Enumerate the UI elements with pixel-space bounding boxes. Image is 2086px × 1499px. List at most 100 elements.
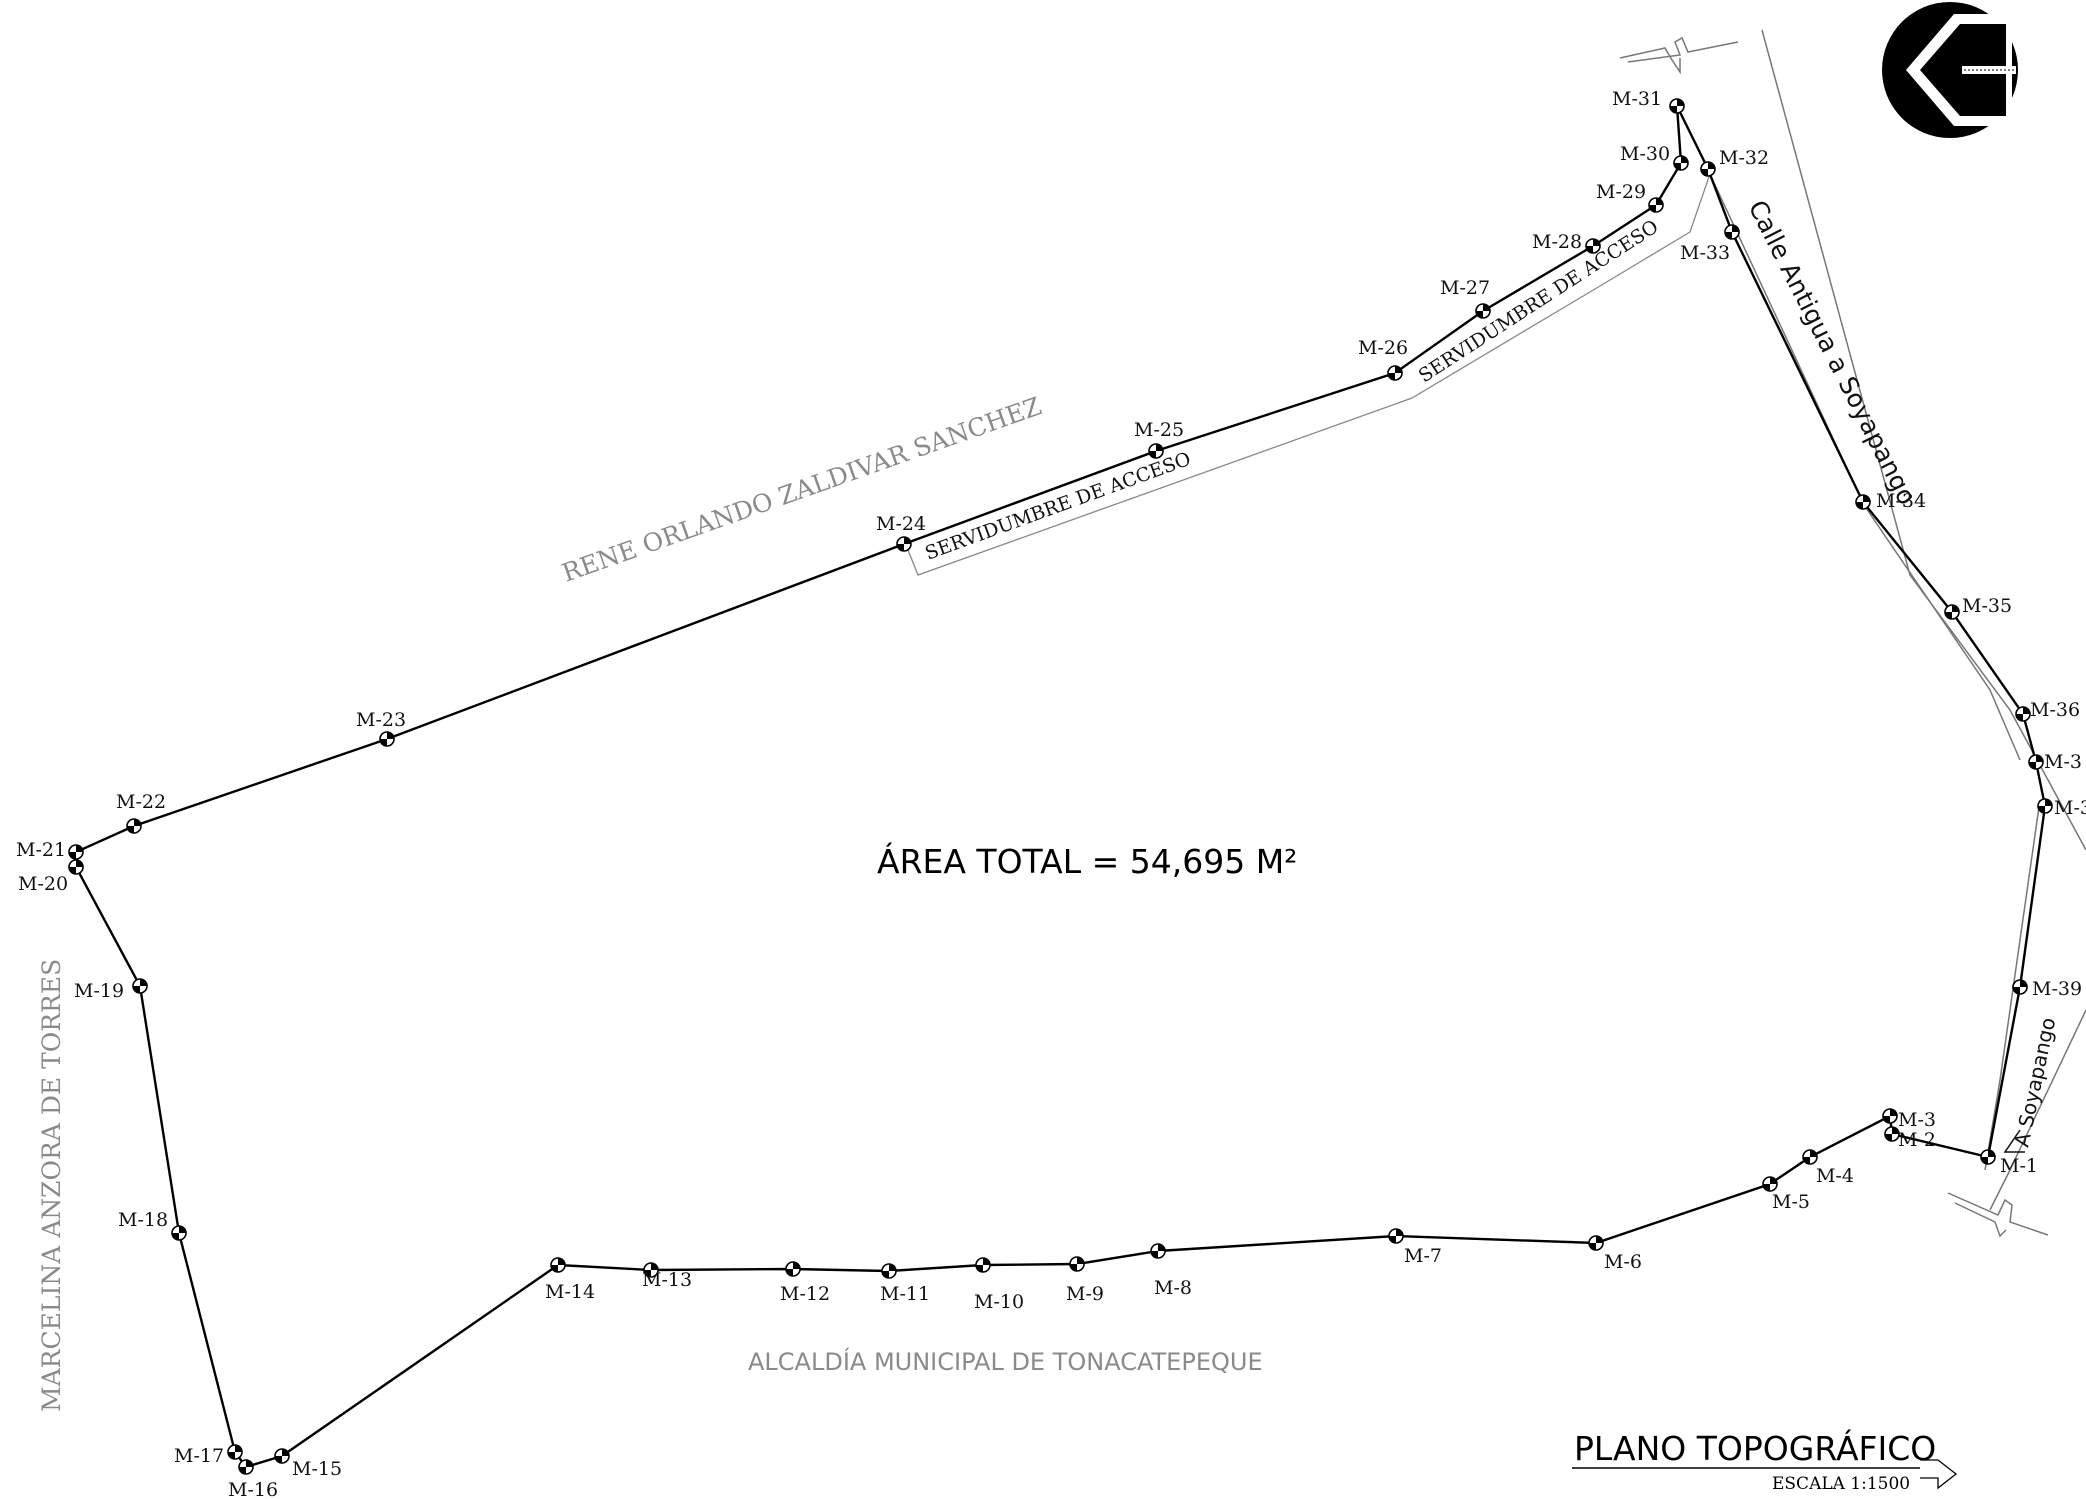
survey-marker-m-15: M-15 bbox=[274, 1448, 342, 1480]
survey-marker-m-9: M-9 bbox=[1066, 1256, 1104, 1305]
survey-marker-label: M-4 bbox=[1816, 1165, 1854, 1187]
survey-marker-m-1: M-1 bbox=[1980, 1149, 2038, 1177]
survey-marker-quadrant bbox=[976, 1265, 983, 1272]
survey-marker-label: M-35 bbox=[1962, 595, 2012, 617]
survey-marker-label: M-8 bbox=[1154, 1277, 1192, 1299]
survey-marker-quadrant bbox=[380, 739, 387, 746]
survey-marker-m-16: M-16 bbox=[228, 1459, 278, 1499]
survey-marker-quadrant bbox=[983, 1258, 990, 1265]
survey-marker-quadrant bbox=[282, 1449, 289, 1456]
survey-marker-quadrant bbox=[889, 1264, 896, 1271]
survey-marker-label: M-22 bbox=[116, 791, 166, 813]
road-edges bbox=[1619, 29, 2086, 1238]
survey-marker-m-38: M-3 bbox=[2037, 797, 2086, 819]
survey-marker-m-22: M-22 bbox=[116, 791, 166, 834]
survey-marker-label: M-6 bbox=[1604, 1251, 1642, 1273]
survey-marker-quadrant bbox=[1810, 1150, 1817, 1157]
survey-marker-label: M-3 bbox=[2054, 797, 2086, 819]
survey-marker-label: M-29 bbox=[1596, 181, 1646, 203]
survey-marker-m-29: M-29 bbox=[1596, 181, 1664, 213]
survey-marker-quadrant bbox=[793, 1262, 800, 1269]
survey-marker-m-4: M-4 bbox=[1802, 1149, 1854, 1187]
survey-marker-quadrant bbox=[1856, 502, 1863, 509]
survey-marker-quadrant bbox=[558, 1258, 565, 1265]
survey-markers: M-1M-2M-3M-4M-5M-6M-7M-8M-9M-10M-11M-12M… bbox=[16, 88, 2086, 1499]
survey-marker-quadrant bbox=[1945, 612, 1952, 619]
survey-marker-m-30: M-30 bbox=[1620, 143, 1689, 171]
survey-marker-quadrant bbox=[1156, 444, 1163, 451]
survey-marker-m-13: M-13 bbox=[642, 1262, 692, 1291]
survey-marker-m-6: M-6 bbox=[1588, 1235, 1642, 1273]
neighbor-west: MARCELINA ANZORA DE TORRES bbox=[37, 959, 66, 1412]
survey-marker-label: M-32 bbox=[1719, 147, 1769, 169]
survey-marker-quadrant bbox=[1077, 1257, 1084, 1264]
survey-marker-quadrant bbox=[1158, 1244, 1165, 1251]
survey-marker-label: M-34 bbox=[1876, 490, 1926, 512]
survey-marker-quadrant bbox=[1388, 373, 1395, 380]
survey-marker-label: M-25 bbox=[1134, 419, 1184, 441]
survey-marker-quadrant bbox=[2045, 799, 2052, 806]
survey-marker-quadrant bbox=[644, 1270, 651, 1277]
survey-marker-quadrant bbox=[235, 1445, 242, 1452]
survey-marker-quadrant bbox=[1732, 225, 1739, 232]
survey-marker-quadrant bbox=[2038, 806, 2045, 813]
survey-marker-quadrant bbox=[882, 1271, 889, 1278]
survey-marker-quadrant bbox=[1892, 1127, 1899, 1134]
survey-marker-m-25: M-25 bbox=[1134, 419, 1184, 459]
survey-marker-m-7: M-7 bbox=[1388, 1228, 1442, 1267]
survey-marker-quadrant bbox=[69, 867, 76, 874]
survey-marker-m-14: M-14 bbox=[545, 1257, 595, 1303]
survey-marker-quadrant bbox=[1674, 163, 1681, 170]
survey-marker-label: M-1 bbox=[2000, 1155, 2038, 1177]
survey-marker-label: M-14 bbox=[545, 1281, 595, 1303]
survey-marker-quadrant bbox=[1656, 198, 1663, 205]
survey-marker-quadrant bbox=[127, 826, 134, 833]
survey-marker-quadrant bbox=[786, 1269, 793, 1276]
survey-marker-quadrant bbox=[904, 537, 911, 544]
survey-marker-quadrant bbox=[1863, 495, 1870, 502]
survey-marker-m-33: M-33 bbox=[1680, 224, 1740, 264]
survey-marker-m-32: M-32 bbox=[1700, 147, 1769, 177]
survey-marker-quadrant bbox=[1389, 1236, 1396, 1243]
road-label-secondary: A Soyapango bbox=[2009, 1015, 2060, 1149]
survey-marker-label: M-11 bbox=[880, 1283, 930, 1305]
survey-marker-quadrant bbox=[1586, 246, 1593, 253]
survey-marker-quadrant bbox=[1677, 99, 1684, 106]
survey-marker-m-5: M-5 bbox=[1762, 1176, 1810, 1213]
survey-marker-quadrant bbox=[2016, 714, 2023, 721]
easement-outline bbox=[905, 167, 1713, 576]
survey-marker-quadrant bbox=[897, 544, 904, 551]
neighbor-south: ALCALDÍA MUNICIPAL DE TONACATEPEQUE bbox=[748, 1347, 1263, 1376]
survey-marker-quadrant bbox=[551, 1265, 558, 1272]
survey-marker-label: M-36 bbox=[2030, 699, 2080, 721]
survey-marker-m-24: M-24 bbox=[876, 513, 926, 552]
survey-marker-quadrant bbox=[172, 1233, 179, 1240]
survey-marker-quadrant bbox=[651, 1263, 658, 1270]
survey-marker-quadrant bbox=[387, 732, 394, 739]
survey-marker-label: M-17 bbox=[174, 1445, 224, 1467]
survey-marker-label: M-15 bbox=[292, 1458, 342, 1480]
survey-marker-quadrant bbox=[1981, 1157, 1988, 1164]
survey-marker-quadrant bbox=[1681, 156, 1688, 163]
survey-marker-quadrant bbox=[1988, 1150, 1995, 1157]
survey-marker-quadrant bbox=[1483, 304, 1490, 311]
survey-marker-label: M-10 bbox=[974, 1291, 1024, 1313]
survey-marker-quadrant bbox=[1763, 1184, 1770, 1191]
survey-marker-quadrant bbox=[1149, 451, 1156, 458]
survey-marker-m-23: M-23 bbox=[356, 709, 406, 747]
survey-marker-quadrant bbox=[1070, 1264, 1077, 1271]
survey-marker-m-19: M-19 bbox=[74, 978, 148, 1002]
survey-marker-m-28: M-28 bbox=[1532, 231, 1601, 254]
survey-marker-label: M-3 bbox=[1898, 1109, 1936, 1131]
survey-marker-m-27: M-27 bbox=[1440, 277, 1491, 319]
survey-marker-quadrant bbox=[228, 1452, 235, 1459]
road-break-bottom bbox=[1947, 1192, 2049, 1236]
survey-marker-quadrant bbox=[1151, 1251, 1158, 1258]
title-arrow bbox=[1920, 1459, 1958, 1490]
road-edge-east bbox=[1761, 29, 2086, 851]
road-edge-west bbox=[1707, 169, 2021, 761]
property-boundary bbox=[74, 105, 2047, 1469]
survey-marker-m-37: M-3 bbox=[2028, 751, 2082, 773]
survey-marker-quadrant bbox=[76, 845, 83, 852]
